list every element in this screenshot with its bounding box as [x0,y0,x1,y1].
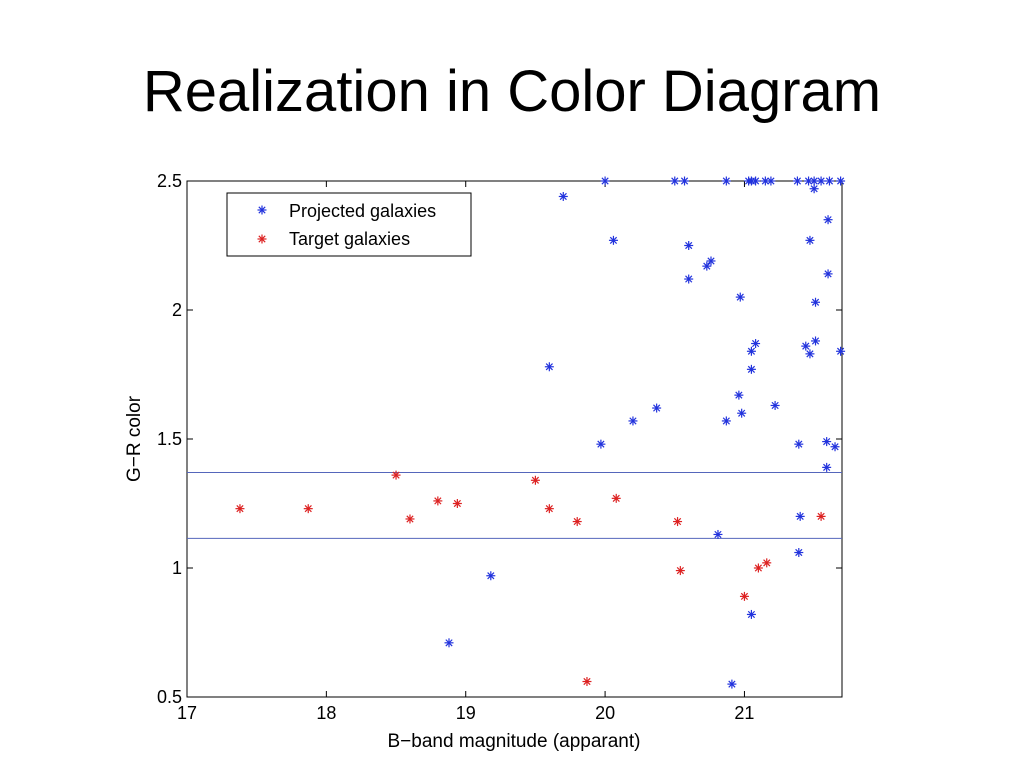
x-tick-label: 20 [595,703,615,723]
projected-point [558,191,568,201]
projected-point [735,292,745,302]
projected-point [596,439,606,449]
projected-point [684,241,694,250]
projected-point [823,269,833,279]
projected-point [836,176,846,186]
y-tick-label: 2.5 [157,171,182,191]
target-point [753,563,763,573]
target-point [762,558,772,568]
projected-point [830,442,840,452]
projected-point [823,215,833,225]
target-point [816,511,826,521]
projected-point [600,176,610,186]
projected-point [684,274,694,284]
projected-point [706,256,716,266]
y-tick-label: 1.5 [157,429,182,449]
projected-point [734,390,744,400]
projected-point [746,364,756,374]
projected-point [544,362,554,372]
target-point [544,504,554,514]
projected-point [770,400,780,410]
projected-point [792,176,802,186]
projected-point [680,176,690,186]
projected-point [721,416,731,426]
target-point [611,493,621,503]
projected-point [822,437,832,447]
target-point [673,517,683,527]
target-point [405,514,415,524]
projected-point [444,638,454,648]
legend-label-projected: Projected galaxies [289,201,436,221]
projected-point [816,176,826,186]
projected-point [737,408,747,418]
projected-point [801,341,811,351]
y-axis-ticks: 0.5 1 1.5 2 2.5 [157,171,842,707]
projected-point [794,439,804,449]
projected-point [713,529,723,539]
projected-point [628,416,638,426]
x-tick-label: 17 [177,703,197,723]
projected-point [746,609,756,619]
y-axis-label: G−R color [124,395,145,482]
projected-point [766,176,776,186]
projected-point [811,336,821,346]
projected-point [811,297,821,307]
projected-point [824,176,834,186]
x-tick-label: 19 [456,703,476,723]
target-point [582,677,592,687]
projected-point [822,462,832,472]
legend: Projected galaxies Target galaxies [226,192,472,257]
projected-point [805,235,815,245]
projected-point [751,339,761,349]
projected-point [486,571,496,581]
y-tick-label: 2 [172,300,182,320]
legend-star-target [257,234,267,244]
plot-frame [186,180,843,698]
projected-point [795,511,805,521]
legend-label-target: Target galaxies [289,229,410,249]
projected-point [809,184,819,194]
target-point [530,475,540,485]
projected-point [746,346,756,356]
target-point [739,591,749,601]
x-tick-label: 21 [734,703,754,723]
projected-point [794,548,804,558]
target-point [303,504,313,514]
projected-point [721,176,731,186]
legend-marker-target [257,234,267,244]
projected-point [836,346,846,356]
y-tick-label: 1 [172,558,182,578]
y-tick-label: 0.5 [157,687,182,707]
target-point [452,499,462,508]
projected-point [652,403,662,413]
legend-marker-projected [257,205,267,215]
slide-title: Realization in Color Diagram [142,59,882,124]
target-point [235,504,245,514]
x-axis-label: B−band magnitude (apparant) [388,731,641,752]
projected-point [670,176,680,186]
projected-point [727,679,737,689]
legend-box [226,192,472,257]
target-point [572,517,582,527]
target-point [391,470,401,480]
projected-point [809,176,819,186]
target-point [675,566,685,576]
reference-lines [187,472,842,539]
projected-point [751,176,761,186]
projected-point [702,261,712,271]
legend-star-projected [257,205,267,215]
data-points [235,176,846,689]
projected-point [805,349,815,359]
projected-point [608,235,618,245]
target-point [433,496,443,506]
x-axis-ticks: 17 18 19 20 21 [177,181,754,723]
x-tick-label: 18 [316,703,336,723]
